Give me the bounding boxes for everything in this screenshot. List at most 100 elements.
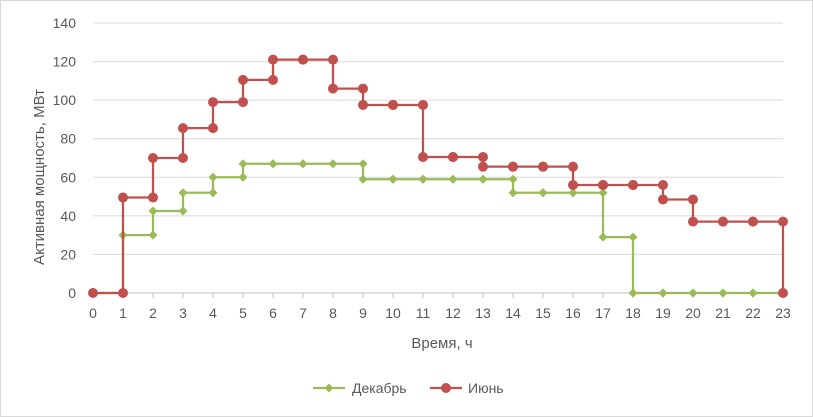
data-point bbox=[508, 174, 518, 184]
data-point bbox=[208, 188, 218, 198]
data-point bbox=[418, 99, 428, 110]
data-point bbox=[568, 180, 578, 190]
x-axis-title: Время, ч bbox=[411, 335, 472, 352]
x-tick-label: 7 bbox=[299, 305, 307, 321]
data-point bbox=[88, 288, 98, 298]
data-point bbox=[298, 159, 308, 169]
data-point bbox=[208, 123, 218, 134]
series bbox=[88, 54, 788, 298]
data-point bbox=[478, 161, 488, 172]
y-tick-label: 140 bbox=[53, 15, 77, 31]
x-tick-label: 5 bbox=[239, 305, 247, 321]
data-point bbox=[748, 288, 758, 298]
data-point bbox=[328, 159, 338, 169]
legend-marker bbox=[441, 383, 451, 393]
data-point bbox=[478, 174, 488, 184]
data-point bbox=[448, 152, 458, 163]
x-tick-label: 2 bbox=[149, 305, 157, 321]
gridlines bbox=[93, 22, 783, 255]
data-point bbox=[358, 83, 368, 94]
x-tick-label: 23 bbox=[775, 305, 791, 321]
data-point bbox=[328, 83, 338, 94]
data-point bbox=[568, 161, 578, 172]
x-tick-label: 9 bbox=[359, 305, 367, 321]
y-tick-label: 80 bbox=[60, 131, 76, 147]
legend-item: Июнь bbox=[430, 380, 504, 396]
data-point bbox=[688, 216, 698, 227]
x-tick-label: 18 bbox=[625, 305, 641, 321]
y-axis-title: Активная мощность, МВт bbox=[31, 89, 48, 265]
series-june bbox=[88, 54, 788, 298]
data-point bbox=[598, 188, 608, 198]
data-point bbox=[598, 232, 608, 242]
data-point bbox=[298, 54, 308, 65]
data-point bbox=[178, 206, 188, 216]
data-point bbox=[718, 216, 728, 227]
y-tick-label: 60 bbox=[60, 169, 76, 185]
data-point bbox=[178, 123, 188, 134]
data-point bbox=[118, 192, 128, 203]
y-tick-label: 100 bbox=[53, 92, 77, 108]
data-point bbox=[268, 74, 278, 85]
x-tick-label: 13 bbox=[475, 305, 491, 321]
x-tick-label: 15 bbox=[535, 305, 551, 321]
data-point bbox=[148, 153, 158, 163]
x-tick-label: 22 bbox=[745, 305, 761, 321]
x-tick-label: 0 bbox=[89, 305, 97, 321]
data-point bbox=[748, 216, 758, 227]
data-point bbox=[538, 188, 548, 198]
x-tick-label: 6 bbox=[269, 305, 277, 321]
data-point bbox=[598, 180, 608, 190]
x-tick-label: 4 bbox=[209, 305, 217, 321]
data-point bbox=[778, 216, 788, 227]
data-point bbox=[538, 161, 548, 172]
data-point bbox=[238, 172, 248, 182]
x-tick-label: 14 bbox=[505, 305, 521, 321]
x-tick-label: 10 bbox=[385, 305, 401, 321]
data-point bbox=[418, 174, 428, 184]
data-point bbox=[658, 288, 668, 298]
data-point bbox=[508, 188, 518, 198]
data-point bbox=[148, 192, 158, 203]
data-point bbox=[238, 159, 248, 169]
data-point bbox=[688, 288, 698, 298]
y-tick-label: 0 bbox=[68, 285, 76, 301]
data-point bbox=[508, 161, 518, 172]
data-point bbox=[628, 288, 638, 298]
y-tick-label: 20 bbox=[60, 246, 76, 262]
data-point bbox=[658, 180, 668, 190]
legend: Декабрь Июнь bbox=[313, 380, 504, 396]
x-tick-label: 11 bbox=[416, 305, 431, 321]
x-tick-label: 21 bbox=[715, 305, 731, 321]
data-point bbox=[388, 99, 398, 110]
data-point bbox=[238, 74, 248, 85]
x-tick-label: 20 bbox=[685, 305, 701, 321]
data-point bbox=[268, 159, 278, 169]
data-point bbox=[178, 153, 188, 163]
data-point bbox=[478, 152, 488, 163]
x-tick-label: 8 bbox=[329, 305, 337, 321]
data-point bbox=[688, 194, 698, 205]
data-point bbox=[358, 99, 368, 110]
data-point bbox=[148, 230, 158, 240]
data-point bbox=[568, 188, 578, 198]
x-tick-label: 16 bbox=[565, 305, 581, 321]
data-point bbox=[418, 152, 428, 163]
y-tick-label: 40 bbox=[60, 208, 76, 224]
legend-label: Декабрь bbox=[352, 380, 407, 396]
legend-marker bbox=[324, 383, 334, 393]
x-tick-label: 17 bbox=[595, 305, 611, 321]
data-point bbox=[208, 97, 218, 108]
legend-label: Июнь bbox=[468, 380, 504, 396]
data-point bbox=[628, 180, 638, 190]
data-point bbox=[448, 174, 458, 184]
data-point bbox=[148, 206, 158, 216]
data-point bbox=[328, 54, 338, 65]
data-point bbox=[358, 174, 368, 184]
data-point bbox=[178, 188, 188, 198]
data-point bbox=[238, 97, 248, 108]
x-tick-label: 3 bbox=[179, 305, 187, 321]
